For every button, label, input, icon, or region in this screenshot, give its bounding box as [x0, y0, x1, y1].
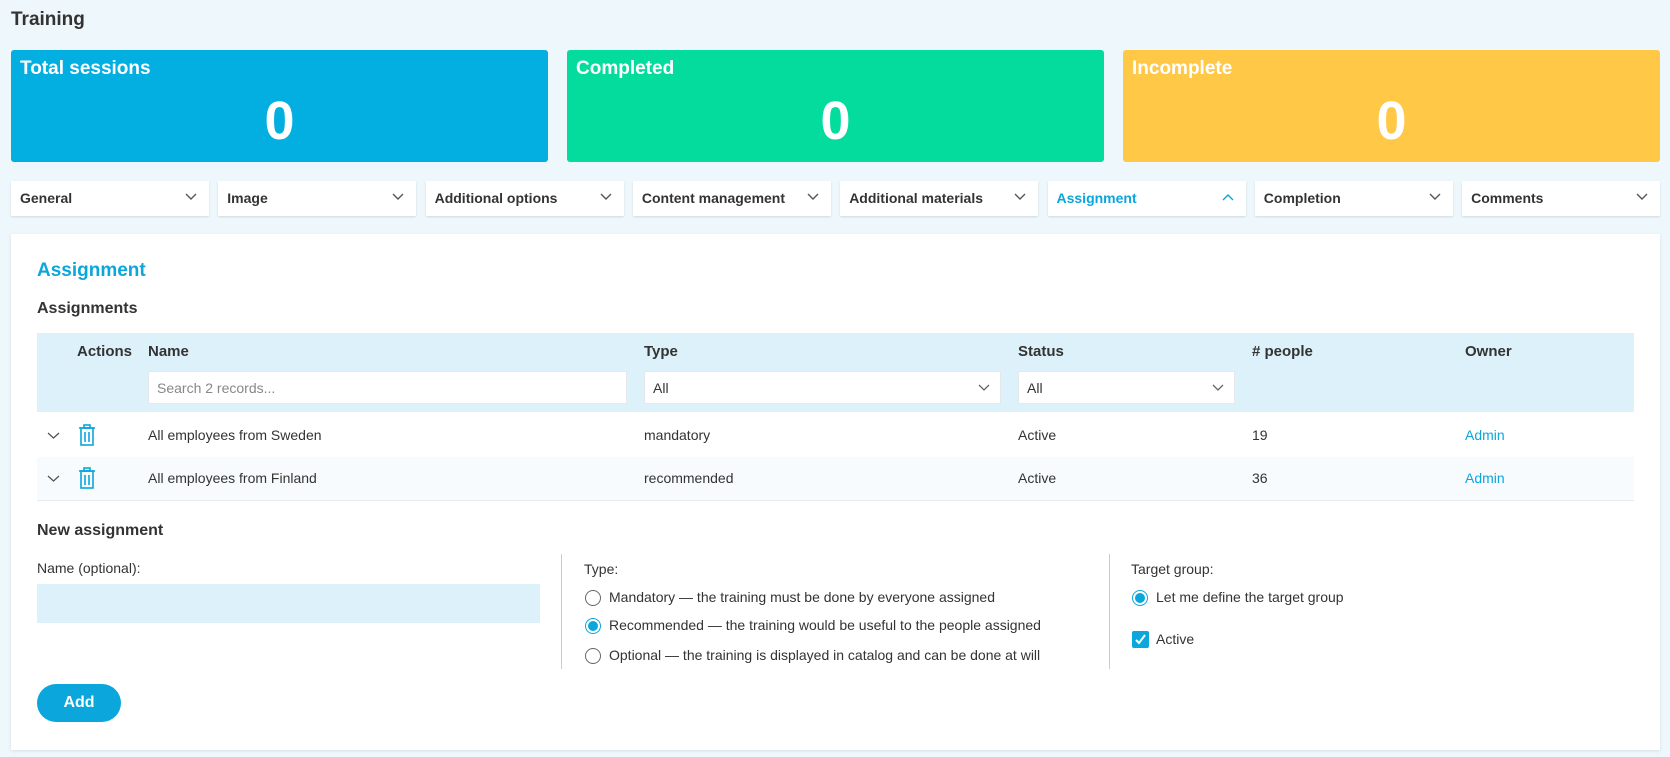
- chevron: [1429, 193, 1441, 200]
- page-title: Training: [11, 9, 85, 30]
- radio-label: Recommended — the training would be usef…: [609, 617, 1041, 633]
- add-button[interactable]: Add: [37, 684, 121, 722]
- cell: Active: [1018, 470, 1057, 486]
- tab-label: Content management: [641, 190, 786, 206]
- stat-label: Incomplete: [1132, 58, 1233, 79]
- stat-value: 0: [264, 91, 295, 151]
- stat-card: Total sessions 0: [11, 50, 548, 162]
- radio[interactable]: [585, 648, 601, 664]
- tab[interactable]: General: [11, 181, 209, 216]
- tab-label: Assignment: [1056, 190, 1137, 206]
- chevron: [600, 193, 612, 200]
- expand-icon[interactable]: [47, 475, 60, 483]
- column-header: Name: [148, 343, 189, 360]
- radio-selected[interactable]: [585, 618, 601, 634]
- tab[interactable]: Image: [218, 181, 417, 216]
- column-header: Owner: [1465, 343, 1512, 360]
- expand-icon[interactable]: [47, 432, 60, 440]
- tab[interactable]: Additional materials: [840, 181, 1039, 216]
- tab[interactable]: Additional options: [425, 181, 624, 216]
- column-header: # people: [1252, 343, 1313, 360]
- field-label: Target group:: [1131, 561, 1214, 577]
- checkbox[interactable]: [1132, 631, 1149, 648]
- cell: 36: [1252, 470, 1268, 486]
- type-filter[interactable]: All: [644, 371, 1001, 404]
- tab-label: Comments: [1471, 190, 1544, 206]
- column-header: Status: [1018, 343, 1064, 360]
- table-row: All employees from Finland recommended Act…: [37, 457, 1634, 501]
- stat-value: 0: [820, 91, 851, 151]
- tab[interactable]: Comments: [1462, 181, 1661, 216]
- stat-card: Completed 0: [567, 50, 1104, 162]
- tab-label: Completion: [1263, 190, 1341, 206]
- cell: All employees from Finland: [148, 470, 317, 486]
- name-input[interactable]: [37, 584, 540, 623]
- radio[interactable]: [585, 590, 601, 606]
- cell: All employees from Sweden: [148, 427, 322, 443]
- tab[interactable]: Assignment: [1047, 181, 1246, 216]
- checkbox-label: Active: [1156, 631, 1195, 647]
- form-title: New assignment: [37, 522, 164, 539]
- chevron: [1222, 194, 1233, 201]
- field-label: Type:: [584, 561, 619, 577]
- delete-icon[interactable]: [78, 424, 96, 446]
- filter-value: All: [653, 380, 669, 396]
- stat-label: Total sessions: [20, 58, 151, 79]
- divider: [561, 554, 562, 669]
- radio-label: Optional — the training is displayed in …: [609, 647, 1041, 663]
- column-header: Type: [644, 343, 678, 360]
- chevron: [1014, 193, 1026, 200]
- radio-label: Let me define the target group: [1156, 589, 1344, 605]
- chevron: [185, 193, 197, 200]
- cell: 19: [1252, 427, 1268, 443]
- tab[interactable]: Content management: [632, 181, 831, 216]
- placeholder: Search 2 records...: [157, 380, 276, 396]
- field-label: Name (optional):: [37, 560, 141, 576]
- cell: recommended: [644, 470, 734, 486]
- owner-link[interactable]: Admin: [1465, 470, 1505, 486]
- chevron: [978, 384, 990, 391]
- tab-label: Additional materials: [849, 190, 983, 206]
- filter-value: All: [1027, 380, 1043, 396]
- chevron: [392, 193, 404, 200]
- radio-label: Mandatory — the training must be done by…: [609, 589, 996, 605]
- tab-label: General: [20, 190, 73, 206]
- delete-icon[interactable]: [78, 467, 96, 489]
- radio-selected[interactable]: [1132, 590, 1148, 606]
- section-title: Assignment: [37, 260, 146, 281]
- divider: [1109, 554, 1110, 669]
- search-input[interactable]: Search 2 records...: [148, 371, 627, 404]
- tab[interactable]: Completion: [1254, 181, 1453, 216]
- tab-label: Image: [227, 190, 268, 206]
- stat-value: 0: [1376, 91, 1407, 151]
- table-row: All employees from Sweden mandatory Active…: [37, 414, 1634, 458]
- stat-card: Incomplete 0: [1123, 50, 1660, 162]
- stat-label: Completed: [576, 58, 675, 79]
- owner-link[interactable]: Admin: [1465, 427, 1505, 443]
- status-filter[interactable]: All: [1018, 371, 1235, 404]
- section-subtitle: Assignments: [37, 300, 138, 317]
- cell: Active: [1018, 427, 1057, 443]
- chevron: [807, 193, 819, 200]
- chevron: [1212, 384, 1224, 391]
- tab-label: Additional options: [434, 190, 558, 206]
- chevron: [1636, 193, 1648, 200]
- cell: mandatory: [644, 427, 711, 443]
- column-header: Actions: [77, 343, 133, 360]
